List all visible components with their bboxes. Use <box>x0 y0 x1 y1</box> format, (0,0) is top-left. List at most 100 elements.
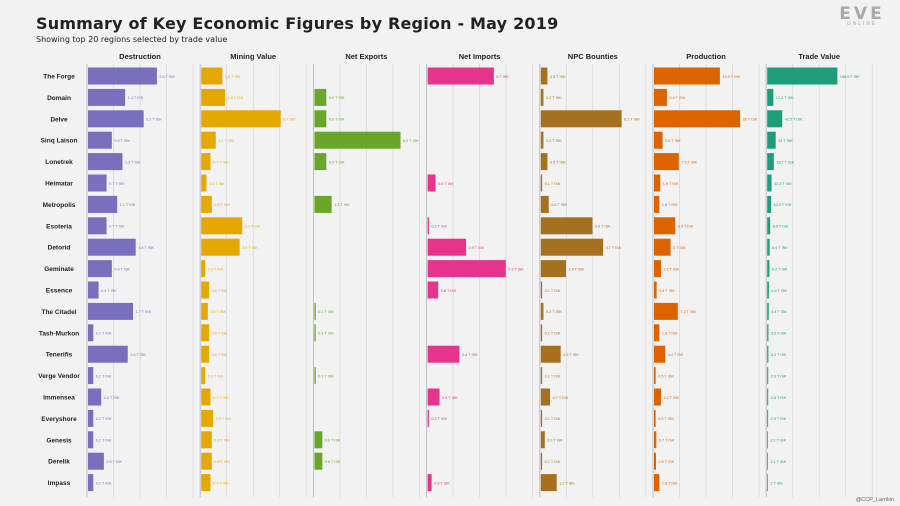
data-label: 2.1 T ISK <box>663 267 679 271</box>
bar-destruction <box>88 302 134 320</box>
data-label: 1.9 T ISK <box>568 267 584 271</box>
data-label: 3.3 T ISK <box>771 353 787 357</box>
panel-header: Trade Value <box>798 52 840 61</box>
bar-destruction <box>88 110 144 128</box>
data-label: 12.3 T ISK <box>774 182 792 186</box>
bar-npc-bounties <box>540 474 557 492</box>
bar-npc-bounties <box>540 67 548 85</box>
data-label: 0.1 T ISK <box>318 374 334 378</box>
data-label: 0.7 T ISK <box>213 160 229 164</box>
logo-main-text: EVE <box>839 4 885 24</box>
bar-destruction <box>88 217 107 235</box>
data-label: 3.4 T ISK <box>668 353 684 357</box>
bar-destruction <box>88 153 123 171</box>
data-label: 0.1 T ISK <box>545 289 561 293</box>
region-label: Heimatar <box>45 181 73 188</box>
bar-net-exports <box>314 324 316 342</box>
data-label: 0.7 T ISK <box>659 439 675 443</box>
data-label: 5.9 T ISK <box>508 267 524 271</box>
data-label: 0.6 T ISK <box>325 439 341 443</box>
bar-mining-value <box>201 281 210 299</box>
eve-online-logo: EVE ONLINE <box>834 4 890 27</box>
data-label: 1.1 T ISK <box>120 203 136 207</box>
bar-net-exports <box>314 367 316 385</box>
data-label: 26 T ISK <box>743 118 758 122</box>
bar-trade-value <box>767 260 770 278</box>
data-label: 0.6 T ISK <box>325 460 341 464</box>
data-label: 6.4 T ISK <box>678 225 694 229</box>
bar-mining-value <box>201 88 226 106</box>
panel-header: Net Exports <box>345 52 387 61</box>
bar-trade-value <box>767 217 771 235</box>
data-label: 0.8 T ISK <box>214 439 230 443</box>
bar-mining-value <box>201 131 216 149</box>
data-label: 0.2 T ISK <box>96 417 112 421</box>
bar-production <box>654 260 661 278</box>
region-label: Tenerifis <box>46 352 73 359</box>
data-label: 0.8 T ISK <box>659 289 675 293</box>
bar-trade-value <box>767 324 769 342</box>
data-label: 2.5 T ISK <box>771 417 787 421</box>
bar-destruction <box>88 409 94 427</box>
data-label: 0.6 T ISK <box>212 353 228 357</box>
bar-npc-bounties <box>540 88 544 106</box>
region-label: Geminate <box>44 266 74 273</box>
data-label: 0.7 T ISK <box>213 481 229 485</box>
data-label: 0.9 T ISK <box>114 139 130 143</box>
data-label: 0.9 T ISK <box>329 160 345 164</box>
data-label: 0.8 T ISK <box>441 289 457 293</box>
bar-net-exports <box>314 302 316 320</box>
data-label: 0.7 T ISK <box>109 225 125 229</box>
bar-production <box>654 153 679 171</box>
bar-mining-value <box>201 217 243 235</box>
bar-npc-bounties <box>540 260 566 278</box>
data-label: 0.5 T ISK <box>104 396 120 400</box>
data-label: 7.5 T ISK <box>681 160 697 164</box>
data-label: 0.8 T ISK <box>214 460 230 464</box>
data-label: 1.6 T ISK <box>662 332 678 336</box>
data-label: 1.5 T ISK <box>130 353 146 357</box>
bar-trade-value <box>767 302 769 320</box>
bar-net-exports <box>314 195 332 213</box>
bar-net-exports <box>314 88 327 106</box>
bar-mining-value <box>201 388 211 406</box>
data-label: 1.8 T ISK <box>138 246 154 250</box>
data-label: 18.7 T ISK <box>776 160 794 164</box>
bar-destruction <box>88 238 136 256</box>
region-label: The Forge <box>43 74 75 81</box>
data-label: 7.2 T ISK <box>680 310 696 314</box>
region-label: Essence <box>46 288 73 295</box>
bar-npc-bounties <box>540 345 561 363</box>
bar-mining-value <box>201 238 240 256</box>
bar-trade-value <box>767 367 769 385</box>
bar-npc-bounties <box>540 110 622 128</box>
bar-trade-value <box>767 388 769 406</box>
data-label: 3.9 T ISK <box>595 225 611 229</box>
data-label: 0.1 T ISK <box>431 417 447 421</box>
bar-trade-value <box>767 88 774 106</box>
data-label: 3.9 T ISK <box>669 96 685 100</box>
bar-mining-value <box>201 67 223 85</box>
page-title: Summary of Key Economic Figures by Regio… <box>36 14 559 33</box>
data-label: 6.5 T ISK <box>403 139 419 143</box>
bar-production <box>654 131 663 149</box>
bar-destruction <box>88 324 94 342</box>
data-label: 0.6 T ISK <box>106 460 122 464</box>
data-label: 4.7 T ISK <box>606 246 622 250</box>
bar-net-imports <box>427 260 506 278</box>
bar-destruction <box>88 474 94 492</box>
data-label: 3.5 T ISK <box>771 332 787 336</box>
bar-net-imports <box>427 281 439 299</box>
data-label: 0.1 T ISK <box>545 332 561 336</box>
data-label: 0.9 T ISK <box>442 396 458 400</box>
bar-net-exports <box>314 153 327 171</box>
data-label: 2.6 T ISK <box>159 75 175 79</box>
bar-destruction <box>88 367 94 385</box>
data-label: 0.1 T ISK <box>545 460 561 464</box>
bar-net-exports <box>314 452 323 470</box>
bar-production <box>654 88 667 106</box>
bar-mining-value <box>201 302 208 320</box>
data-label: 0.9 T ISK <box>329 118 345 122</box>
data-label: 0.2 T ISK <box>546 310 562 314</box>
